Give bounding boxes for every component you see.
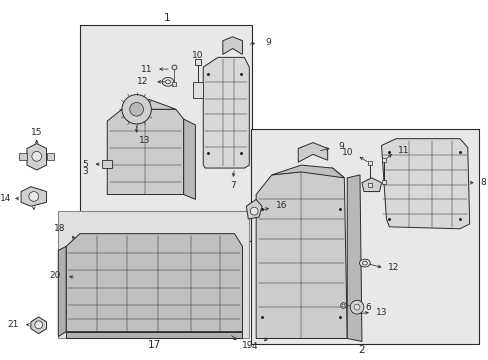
Text: 10: 10 [191,51,203,60]
Bar [193,82,203,98]
Text: 15: 15 [31,128,42,137]
Polygon shape [21,187,46,206]
Circle shape [129,103,143,116]
Polygon shape [256,168,346,338]
Text: 18: 18 [54,224,65,233]
Polygon shape [183,119,195,199]
Polygon shape [346,175,361,341]
Text: 9: 9 [338,142,344,151]
Text: 12: 12 [387,264,399,273]
Polygon shape [27,144,46,170]
Circle shape [32,152,41,161]
Polygon shape [66,234,242,332]
Polygon shape [58,246,66,337]
Polygon shape [31,317,46,334]
Polygon shape [122,99,176,109]
Text: 11: 11 [397,146,409,155]
Circle shape [29,192,39,201]
Text: 6: 6 [364,303,370,312]
Circle shape [35,321,42,329]
Polygon shape [107,109,183,194]
Polygon shape [203,57,249,168]
Polygon shape [381,139,469,229]
Text: 11: 11 [141,65,152,74]
Text: 16: 16 [275,201,286,210]
Polygon shape [246,199,262,219]
Ellipse shape [162,77,174,86]
Text: 14: 14 [0,194,11,203]
Text: 10: 10 [341,148,352,157]
Text: 5: 5 [82,159,87,168]
Text: 2: 2 [358,345,365,355]
Polygon shape [271,165,344,178]
Circle shape [349,300,363,314]
Text: 4: 4 [251,342,257,351]
Bar [19,153,27,160]
Bar [58,211,249,338]
Circle shape [353,304,359,310]
Text: 1: 1 [163,13,170,23]
Text: 7: 7 [229,181,235,190]
Ellipse shape [165,80,170,84]
Text: 9: 9 [264,38,270,47]
Text: 3: 3 [82,167,87,176]
Polygon shape [298,143,327,162]
Text: 19: 19 [241,341,252,350]
Text: 13: 13 [375,307,386,316]
Bar [251,129,479,345]
Polygon shape [223,37,242,54]
Text: 20: 20 [49,271,60,280]
Bar [102,160,112,168]
Polygon shape [66,332,242,338]
Text: 8: 8 [480,178,485,187]
Ellipse shape [359,259,369,267]
Text: 12: 12 [137,77,148,86]
Text: 17: 17 [147,340,161,350]
Polygon shape [361,178,381,192]
Bar [46,153,54,160]
Text: 13: 13 [138,136,150,145]
Ellipse shape [362,261,366,265]
Bar [80,25,252,240]
Circle shape [122,95,151,124]
Circle shape [250,207,258,215]
Text: 21: 21 [8,320,19,329]
